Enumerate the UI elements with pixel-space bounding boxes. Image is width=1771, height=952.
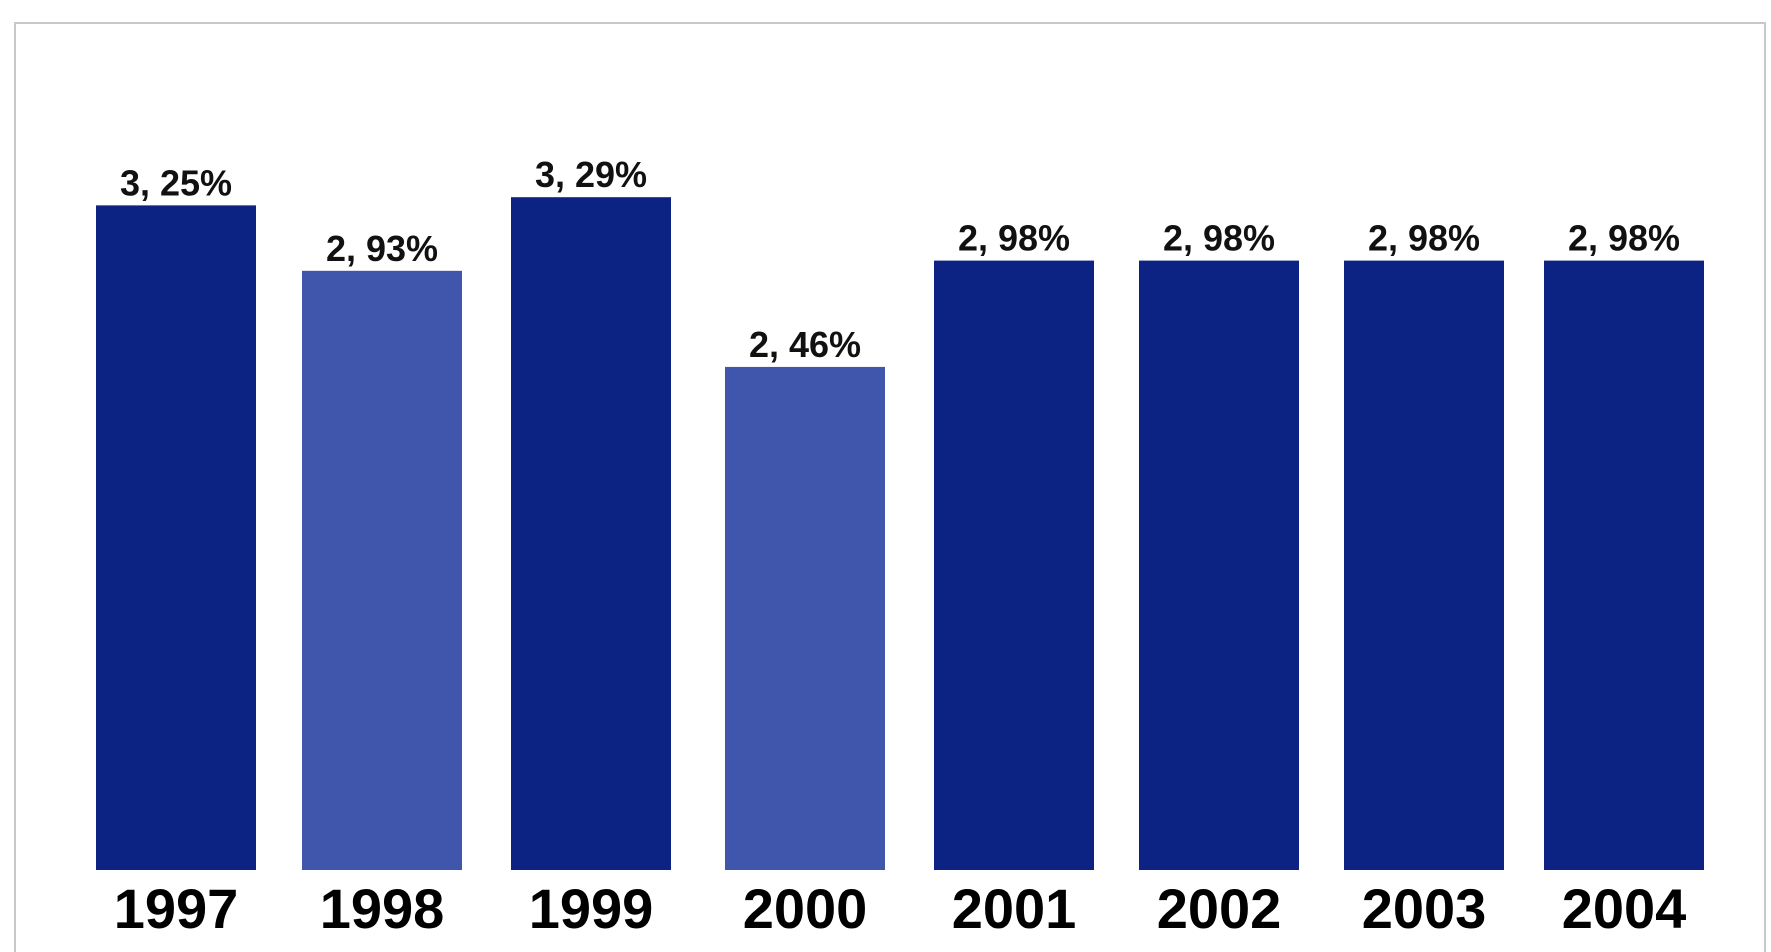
data-label-2003: 2, 98% bbox=[1368, 218, 1480, 259]
bar-2002 bbox=[1139, 260, 1299, 871]
data-label-2004: 2, 98% bbox=[1568, 218, 1680, 259]
bar-2000 bbox=[725, 366, 885, 870]
category-label-2002: 2002 bbox=[1157, 877, 1282, 940]
category-label-2003: 2003 bbox=[1362, 877, 1487, 940]
chart-frame bbox=[14, 22, 1766, 952]
bar-1997 bbox=[96, 205, 256, 870]
bar-2003 bbox=[1344, 260, 1504, 871]
data-label-1998: 2, 93% bbox=[326, 228, 438, 269]
bar-1999 bbox=[511, 197, 671, 870]
category-label-1997: 1997 bbox=[114, 877, 239, 940]
data-label-1997: 3, 25% bbox=[120, 162, 232, 203]
category-label-1999: 1999 bbox=[529, 877, 654, 940]
data-label-2000: 2, 46% bbox=[749, 324, 861, 365]
data-label-2001: 2, 98% bbox=[958, 218, 1070, 259]
bar-2001 bbox=[934, 260, 1094, 871]
category-label-2001: 2001 bbox=[952, 877, 1077, 940]
bar-2004 bbox=[1544, 260, 1704, 871]
category-label-2000: 2000 bbox=[743, 877, 868, 940]
data-label-2002: 2, 98% bbox=[1163, 218, 1275, 259]
data-label-1999: 3, 29% bbox=[535, 154, 647, 195]
bar-1998 bbox=[302, 270, 462, 870]
category-label-2004: 2004 bbox=[1562, 877, 1687, 940]
category-label-1998: 1998 bbox=[320, 877, 445, 940]
